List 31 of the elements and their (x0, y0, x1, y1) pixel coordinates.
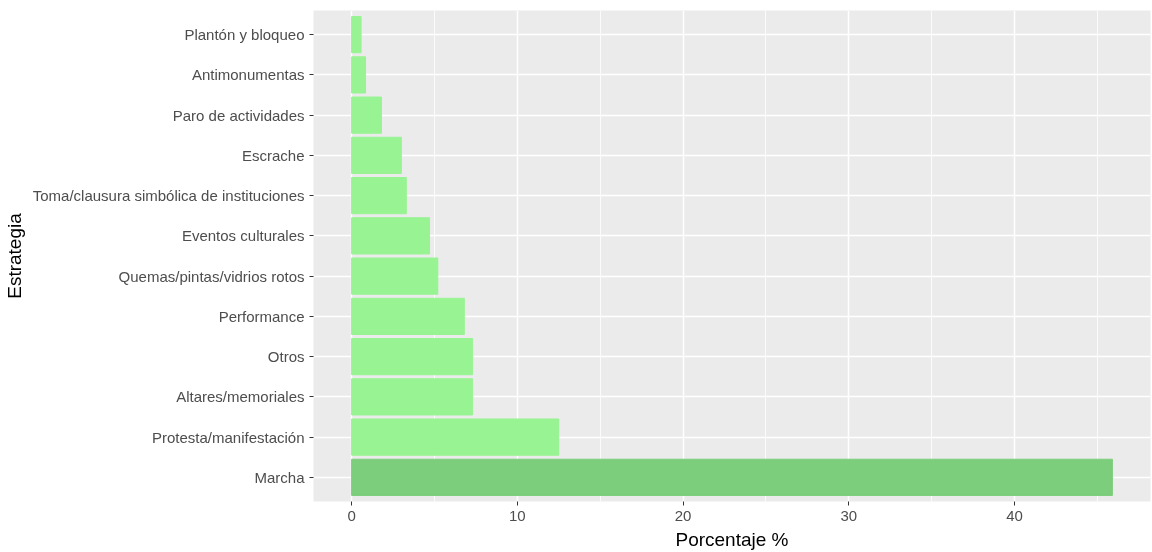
bar (351, 297, 465, 335)
y-tick-label: Otros (267, 348, 305, 366)
y-tick-label: Antimonumentas (191, 66, 305, 84)
x-tick-label: 20 (674, 506, 692, 524)
bar (351, 217, 431, 255)
x-tick-label: 40 (1006, 506, 1023, 524)
y-tick-label: Protesta/manifestación (151, 428, 305, 446)
y-axis-title: Estrategia (3, 212, 25, 299)
y-tick-label: Toma/clausura simbólica de instituciones (32, 187, 305, 205)
y-tick-label: Plantón y bloqueo (184, 26, 305, 44)
bar (351, 458, 1113, 496)
x-tick-label: 0 (347, 506, 356, 524)
bar (351, 56, 367, 94)
bar (351, 16, 362, 54)
y-tick-label: Escrache (241, 146, 305, 164)
y-tick-label: Performance (218, 307, 305, 325)
x-tick-label: 10 (509, 506, 526, 524)
bar (351, 338, 474, 376)
y-tick-label: Paro de actividades (172, 106, 305, 124)
bar (351, 378, 474, 416)
y-tick-label: Altares/memoriales (176, 388, 305, 406)
bar (351, 96, 382, 134)
bar (351, 177, 407, 215)
y-tick-label: Eventos culturales (181, 227, 305, 245)
y-tick-label: Marcha (254, 468, 306, 486)
y-tick-label: Quemas/pintas/vidrios rotos (118, 267, 305, 285)
bar (351, 257, 439, 295)
x-axis-title: Porcentaje % (675, 528, 789, 550)
x-tick-label: 30 (840, 506, 858, 524)
bar (351, 136, 402, 174)
bar (351, 418, 560, 456)
